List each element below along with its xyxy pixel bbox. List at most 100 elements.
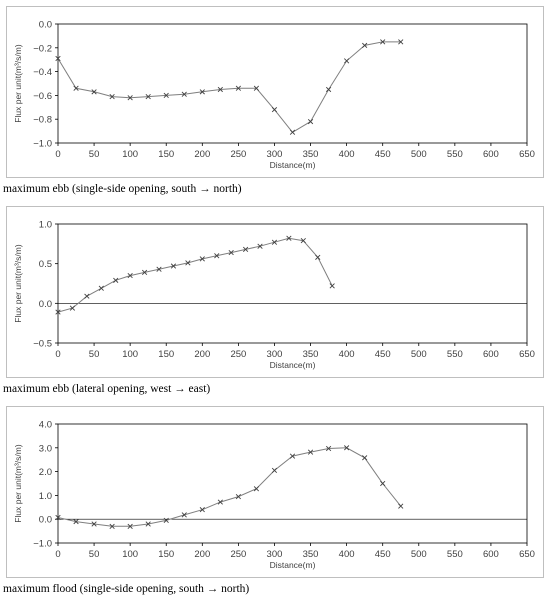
chart-panel-1: 0.0 −0.2 −0.4 −0.6 −0.8 −1.0 0 50 100 150 200 250 30… — [6, 6, 544, 178]
data-point-marker — [271, 107, 278, 113]
x-tick-label: 0 — [55, 549, 60, 560]
data-point-marker — [181, 512, 187, 518]
data-point-marker — [141, 269, 148, 276]
y-tick-label: −0.2 — [33, 43, 52, 54]
x-tick-label: 200 — [194, 149, 210, 160]
data-point-marker — [228, 249, 234, 256]
plot-area — [57, 423, 528, 544]
data-point-marker — [315, 254, 321, 260]
x-tick-label: 400 — [339, 349, 355, 360]
data-point-marker — [380, 39, 386, 45]
plot-area — [57, 23, 528, 144]
data-point-marker — [55, 514, 61, 521]
data-point-marker — [253, 85, 260, 91]
data-point-marker — [98, 285, 104, 291]
x-tick-label: 400 — [339, 149, 355, 160]
data-point-marker — [289, 129, 296, 135]
data-point-marker — [55, 55, 61, 62]
y-axis-label: Flux per unit(m³/s/m) — [13, 244, 23, 323]
data-point-marker — [217, 86, 223, 93]
y-tick-label: −1.0 — [33, 539, 52, 550]
x-tick-label: 100 — [122, 149, 138, 160]
x-tick-label: 550 — [447, 349, 463, 360]
x-tick-label: 300 — [267, 149, 283, 160]
x-tick-label: 450 — [375, 149, 391, 160]
y-tick-label: 4.0 — [39, 420, 52, 431]
data-point-marker — [84, 293, 90, 299]
series-line — [57, 237, 333, 313]
data-point-marker — [199, 507, 205, 513]
x-tick-label: 650 — [519, 349, 535, 360]
data-point-marker — [69, 305, 76, 311]
data-point-marker — [91, 521, 97, 527]
data-point-marker — [362, 42, 368, 49]
y-tick-label: 1.0 — [39, 491, 52, 502]
x-tick-label: 150 — [158, 349, 174, 360]
x-tick-label: 600 — [483, 149, 499, 160]
x-tick-label: 350 — [303, 349, 319, 360]
data-point-marker — [242, 246, 249, 253]
chart-3-svg: 4.0 3.0 2.0 1.0 0.0 −1.00 50 100 150 200 250 300 350… — [13, 420, 535, 571]
plot-area — [57, 223, 528, 344]
data-point-marker — [109, 523, 115, 529]
y-tick-label: 0.5 — [39, 259, 52, 270]
x-tick-label: 450 — [375, 549, 391, 560]
x-tick-label: 300 — [267, 349, 283, 360]
data-point-marker — [398, 39, 404, 45]
data-point-marker — [199, 256, 205, 262]
x-tick-label: 650 — [519, 549, 535, 560]
data-point-marker — [73, 518, 79, 525]
x-tick-label: 350 — [303, 549, 319, 560]
data-point-marker — [325, 445, 332, 452]
data-point-marker — [145, 521, 151, 527]
data-point-marker — [343, 445, 350, 451]
data-point-marker — [329, 283, 335, 289]
data-point-marker — [145, 93, 151, 100]
x-tick-label: 200 — [194, 349, 210, 360]
data-point-marker — [199, 89, 205, 95]
data-point-marker — [73, 85, 79, 91]
y-tick-label: −0.4 — [33, 67, 52, 78]
y-tick-label: 2.0 — [39, 467, 52, 478]
x-tick-label: 50 — [89, 349, 100, 360]
y-tick-label: −0.5 — [33, 339, 52, 350]
data-point-marker — [181, 91, 187, 97]
data-point-marker — [253, 486, 260, 492]
x-tick-label: 0 — [55, 349, 60, 360]
x-tick-label: 100 — [122, 349, 138, 360]
data-point-marker — [380, 480, 386, 487]
data-point-marker — [343, 58, 350, 64]
data-point-marker — [300, 238, 306, 244]
data-point-marker — [185, 260, 191, 266]
x-tick-label: 450 — [375, 349, 391, 360]
series-line — [57, 447, 402, 527]
data-point-marker — [127, 523, 133, 529]
data-point-marker — [362, 455, 368, 461]
x-tick-label: 100 — [122, 549, 138, 560]
x-tick-label: 350 — [303, 149, 319, 160]
data-point-marker — [55, 309, 61, 315]
x-tick-label: 250 — [230, 149, 246, 160]
x-axis-label: Distance(m) — [270, 360, 316, 370]
data-point-marker — [286, 235, 292, 241]
x-tick-label: 0 — [55, 149, 60, 160]
x-tick-label: 600 — [483, 349, 499, 360]
x-tick-label: 500 — [411, 549, 427, 560]
chart-panel-2: 1.0 0.5 0.0 −0.5 0 50 100 150 200 250 300 350 400 450… — [6, 206, 544, 378]
x-tick-label: 50 — [89, 149, 100, 160]
data-point-marker — [91, 89, 97, 95]
data-point-marker — [235, 85, 242, 91]
x-axis-label: Distance(m) — [270, 560, 316, 570]
x-axis-label: Distance(m) — [270, 160, 316, 170]
y-tick-label: 0.0 — [39, 515, 52, 526]
data-point-marker — [109, 93, 115, 100]
chart-2-svg: 1.0 0.5 0.0 −0.50 50 100 150 200 250 300 350 400 450… — [13, 220, 535, 371]
y-tick-label: 0.0 — [39, 20, 52, 31]
x-tick-label: 250 — [230, 349, 246, 360]
data-point-marker — [307, 118, 314, 125]
data-point-marker — [170, 263, 177, 269]
data-point-marker — [127, 95, 133, 101]
data-point-marker — [163, 92, 169, 99]
chart-panel-3: 4.0 3.0 2.0 1.0 0.0 −1.0 0 50 100 150 200 250 300 350… — [6, 406, 544, 578]
chart-1-caption: maximum ebb (single-side opening, south … — [3, 183, 242, 195]
